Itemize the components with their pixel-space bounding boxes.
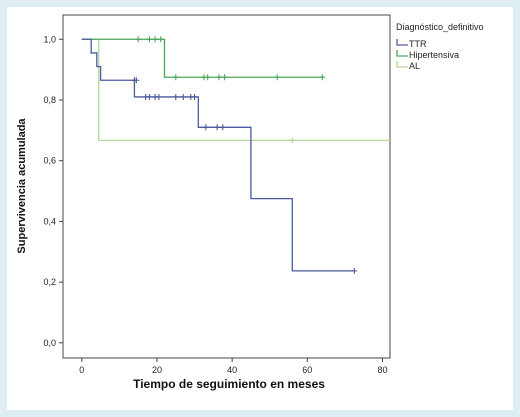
x-tick-label: 20: [152, 365, 162, 375]
x-tick-label: 80: [377, 365, 387, 375]
y-tick-label: 0,6: [43, 156, 56, 166]
censor-mark: [191, 93, 198, 100]
series-ttr: [81, 38, 358, 274]
plot-area: [62, 14, 391, 359]
censor-mark: [219, 124, 226, 131]
legend-swatch: [396, 50, 408, 57]
censor-mark: [146, 36, 153, 43]
censor-mark: [155, 93, 162, 100]
censor-mark: [274, 74, 281, 81]
x-axis-ticks: 0 20 40 60 80: [79, 358, 387, 375]
legend-label: TTR: [409, 39, 427, 49]
x-axis-title: Tiempo de seguimiento en meses: [133, 377, 325, 391]
y-axis-ticks: 0,0 0,2 0,4 0,6 0,8 1,0: [43, 34, 63, 348]
censor-mark: [172, 74, 179, 81]
censor-mark: [146, 93, 153, 100]
censor-mark: [215, 74, 222, 81]
x-tick-label: 40: [227, 365, 237, 375]
legend-label: AL: [409, 61, 420, 71]
legend-swatch: [396, 61, 408, 68]
series-hipertensiva: [81, 36, 326, 81]
censor-mark: [133, 77, 140, 84]
x-tick-label: 60: [302, 365, 312, 375]
censor-mark: [157, 36, 164, 43]
censor-mark: [351, 267, 358, 274]
censor-mark: [135, 36, 142, 43]
censor-mark: [214, 124, 221, 131]
y-tick-label: 1,0: [43, 34, 56, 44]
legend-title: Diagnóstico_definitivo: [396, 22, 484, 32]
survival-line-ttr: [81, 38, 355, 272]
legend-swatch: [396, 39, 408, 46]
series-layer: [81, 36, 390, 274]
censor-mark: [180, 93, 187, 100]
censor-mark: [221, 74, 228, 81]
censor-mark: [152, 36, 159, 43]
y-tick-label: 0,8: [43, 95, 56, 105]
legend-label: Hipertensiva: [409, 50, 459, 60]
censor-mark: [172, 93, 179, 100]
survival-chart: 0 20 40 60 80 0,0 0,2 0,4 0,6 0,8 1,0 Tiempo de s…: [16, 14, 484, 391]
y-axis-title: Supervivencia acumulada: [16, 118, 28, 254]
censor-mark: [204, 74, 211, 81]
censor-mark: [289, 137, 296, 144]
censor-mark: [319, 74, 326, 81]
y-tick-label: 0,2: [43, 277, 56, 287]
chart-frame: 0 20 40 60 80 0,0 0,2 0,4 0,6 0,8 1,0 Tiempo de s…: [7, 7, 513, 410]
censor-mark: [202, 124, 209, 131]
x-tick-label: 0: [79, 365, 84, 375]
y-tick-label: 0,4: [43, 216, 56, 226]
survival-line-hipertensiva: [81, 38, 323, 78]
y-tick-label: 0,0: [43, 338, 56, 348]
